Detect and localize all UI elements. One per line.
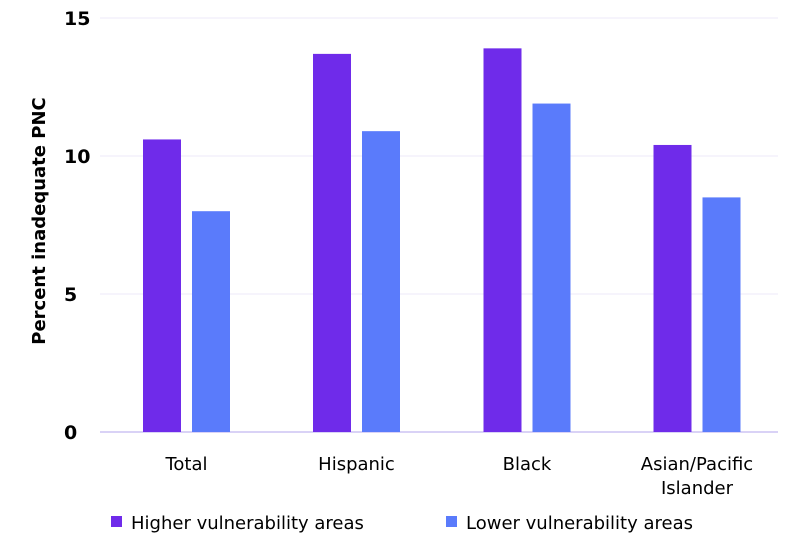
bars	[143, 48, 741, 433]
x-tick-label: Black	[503, 454, 552, 475]
x-tick-label: Total	[164, 454, 207, 475]
x-tick-label: Asian/Pacific Islander	[641, 454, 753, 499]
bar-lower-1	[362, 131, 400, 432]
legend-swatch	[111, 516, 122, 527]
bar-lower-2	[532, 103, 571, 432]
y-tick-label: 15	[64, 8, 90, 30]
y-axis-label: Percent inadequate PNC	[29, 97, 50, 344]
bar-lower-3	[702, 197, 741, 432]
x-tick-label: Hispanic	[318, 454, 395, 475]
bar-higher-2	[483, 48, 522, 433]
legend-label: Lower vulnerability areas	[466, 513, 693, 534]
bar-higher-1	[313, 53, 351, 432]
y-axis-label-group: Percent inadequate PNC	[29, 97, 50, 344]
y-tick-label: 5	[64, 284, 77, 306]
legend: Higher vulnerability areas Lower vulnerab…	[111, 513, 693, 534]
x-axis-ticks: Total Hispanic Black Asian/Pacific Islander	[164, 454, 753, 499]
bar-higher-3	[653, 144, 692, 432]
y-axis-ticks: 0 5 10 15	[64, 8, 90, 444]
legend-label: Higher vulnerability areas	[131, 513, 364, 534]
y-tick-label: 10	[64, 146, 90, 168]
y-tick-label: 0	[64, 422, 77, 444]
bar-lower-0	[192, 211, 230, 432]
bar-higher-0	[143, 139, 181, 432]
legend-swatch	[446, 516, 457, 527]
